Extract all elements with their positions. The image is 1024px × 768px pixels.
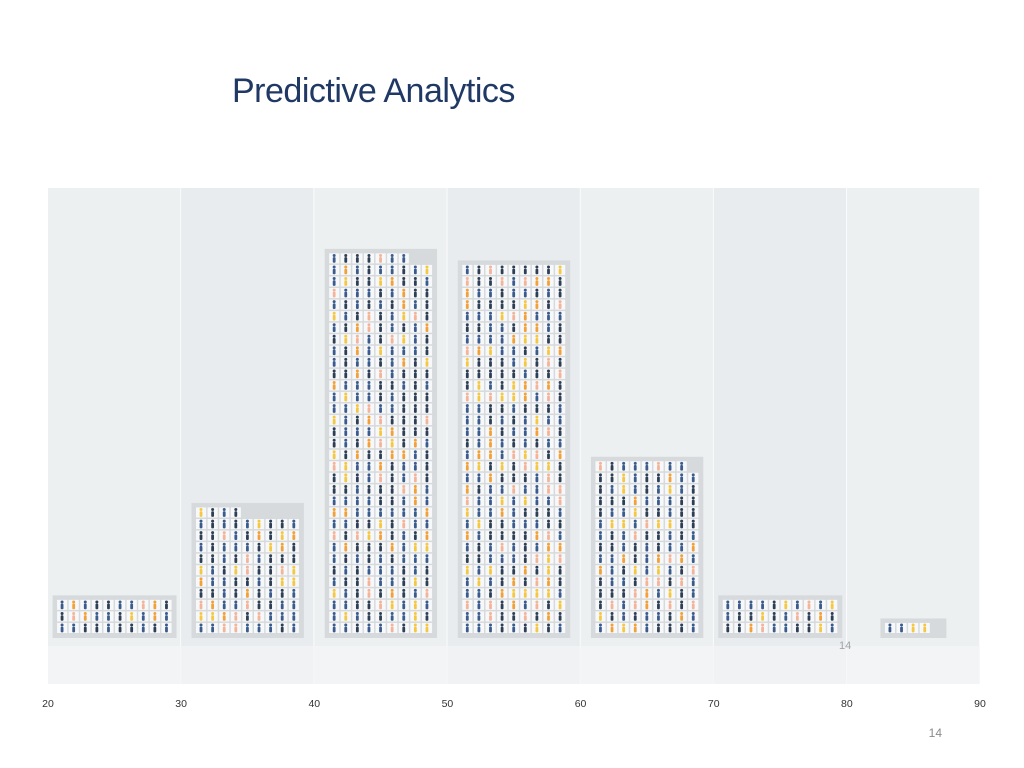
histogram-bar xyxy=(718,595,843,638)
histogram-bar xyxy=(191,502,304,638)
x-tick-label: 90 xyxy=(974,698,986,710)
x-tick-label: 30 xyxy=(175,698,187,710)
x-tick-label: 20 xyxy=(42,698,54,710)
x-tick-label: 60 xyxy=(575,698,587,710)
x-tick-label: 70 xyxy=(708,698,720,710)
bin-panel xyxy=(846,188,980,684)
histogram-bar xyxy=(52,595,177,638)
x-tick-label: 40 xyxy=(308,698,320,710)
x-tick-label: 50 xyxy=(442,698,454,710)
slide-number: 14 xyxy=(928,726,942,740)
histogram-chart: 14 20 30 40 50 60 70 80 90 xyxy=(40,186,990,716)
bar-icon-grid xyxy=(57,599,172,633)
slide-title: Predictive Analytics xyxy=(232,72,515,110)
bar-icon-grid xyxy=(196,507,299,633)
histogram-bar xyxy=(880,618,947,638)
bar-icon-grid xyxy=(595,461,699,633)
histogram-bar xyxy=(590,456,704,638)
bar-icon-grid xyxy=(884,622,930,633)
histogram-bar xyxy=(457,260,571,638)
histogram-svg: 14 20 30 40 50 60 70 80 90 xyxy=(42,188,986,710)
inner-label: 14 xyxy=(839,640,851,652)
histogram-bar xyxy=(324,248,438,638)
bar-icon-grid xyxy=(722,599,838,633)
bar-icon-grid xyxy=(329,253,433,633)
axis-band xyxy=(48,646,980,684)
x-tick-label: 80 xyxy=(841,698,853,710)
bar-icon-grid xyxy=(462,264,566,633)
